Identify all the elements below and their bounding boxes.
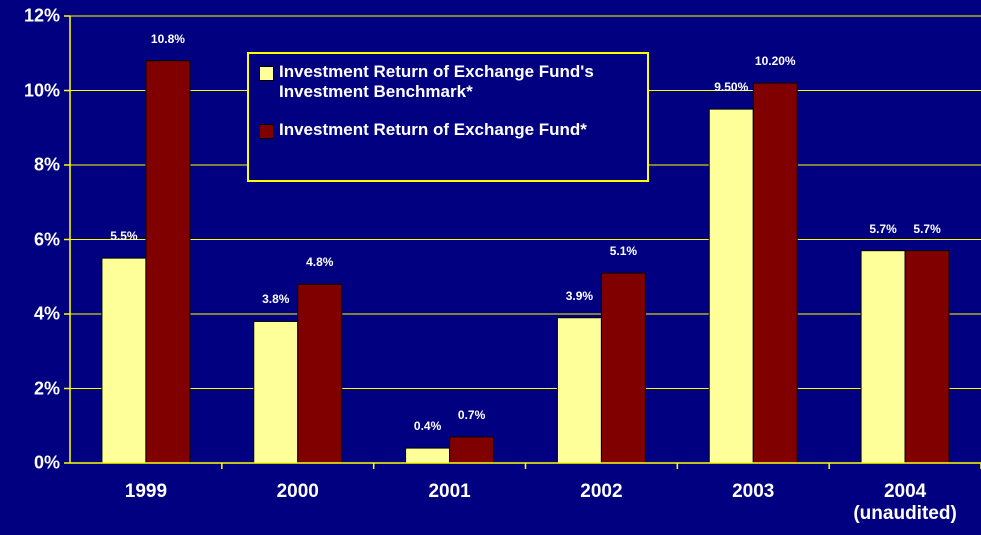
- bar: [449, 436, 495, 464]
- legend: Investment Return of Exchange Fund's Inv…: [247, 52, 649, 182]
- y-tick-label: 4%: [33, 303, 60, 324]
- bar: [101, 257, 147, 464]
- bar: [708, 108, 754, 464]
- value-label: 5.1%: [609, 244, 638, 259]
- legend-item: Investment Return of Exchange Fund*: [259, 120, 629, 140]
- y-tick-label: 2%: [33, 378, 60, 399]
- y-tick-label: 0%: [33, 452, 60, 473]
- value-label: 10.20%: [754, 54, 796, 69]
- x-tick-label: 2003: [732, 481, 775, 502]
- x-tick-label: 2001: [428, 481, 471, 502]
- value-label: 5.7%: [913, 221, 941, 236]
- value-label: 4.8%: [306, 255, 334, 270]
- value-label: 0.4%: [413, 419, 442, 434]
- y-tick-label: 10%: [23, 80, 60, 101]
- y-tick-label: 6%: [33, 229, 60, 250]
- legend-label: Investment Return of Exchange Fund's Inv…: [279, 62, 594, 102]
- bar: [253, 320, 299, 464]
- value-label: 5.7%: [869, 221, 897, 236]
- bar: [145, 60, 191, 464]
- value-label: 3.9%: [565, 288, 594, 303]
- legend-swatch: [259, 124, 274, 139]
- value-label: 0.7%: [457, 408, 486, 423]
- y-tick-label: 8%: [33, 154, 60, 175]
- bar: [752, 82, 798, 464]
- bar: [860, 250, 906, 464]
- bar: [556, 317, 602, 464]
- bar: [600, 272, 646, 464]
- legend-label: Investment Return of Exchange Fund*: [279, 120, 587, 139]
- bar: [904, 250, 950, 464]
- x-tick-label: 2000: [276, 481, 319, 502]
- x-tick-label: 2004 (unaudited): [853, 481, 957, 524]
- y-tick-label: 12%: [23, 5, 60, 26]
- value-label: 3.8%: [262, 292, 290, 307]
- legend-swatch: [259, 66, 274, 81]
- value-label: 5.5%: [110, 229, 138, 244]
- x-tick-label: 2002: [580, 481, 623, 502]
- bar: [297, 283, 343, 464]
- legend-item: Investment Return of Exchange Fund's Inv…: [259, 62, 629, 103]
- bar: [405, 447, 451, 464]
- x-tick-label: 1999: [124, 481, 168, 502]
- value-label: 9.50%: [714, 80, 749, 95]
- value-label: 10.8%: [150, 31, 185, 46]
